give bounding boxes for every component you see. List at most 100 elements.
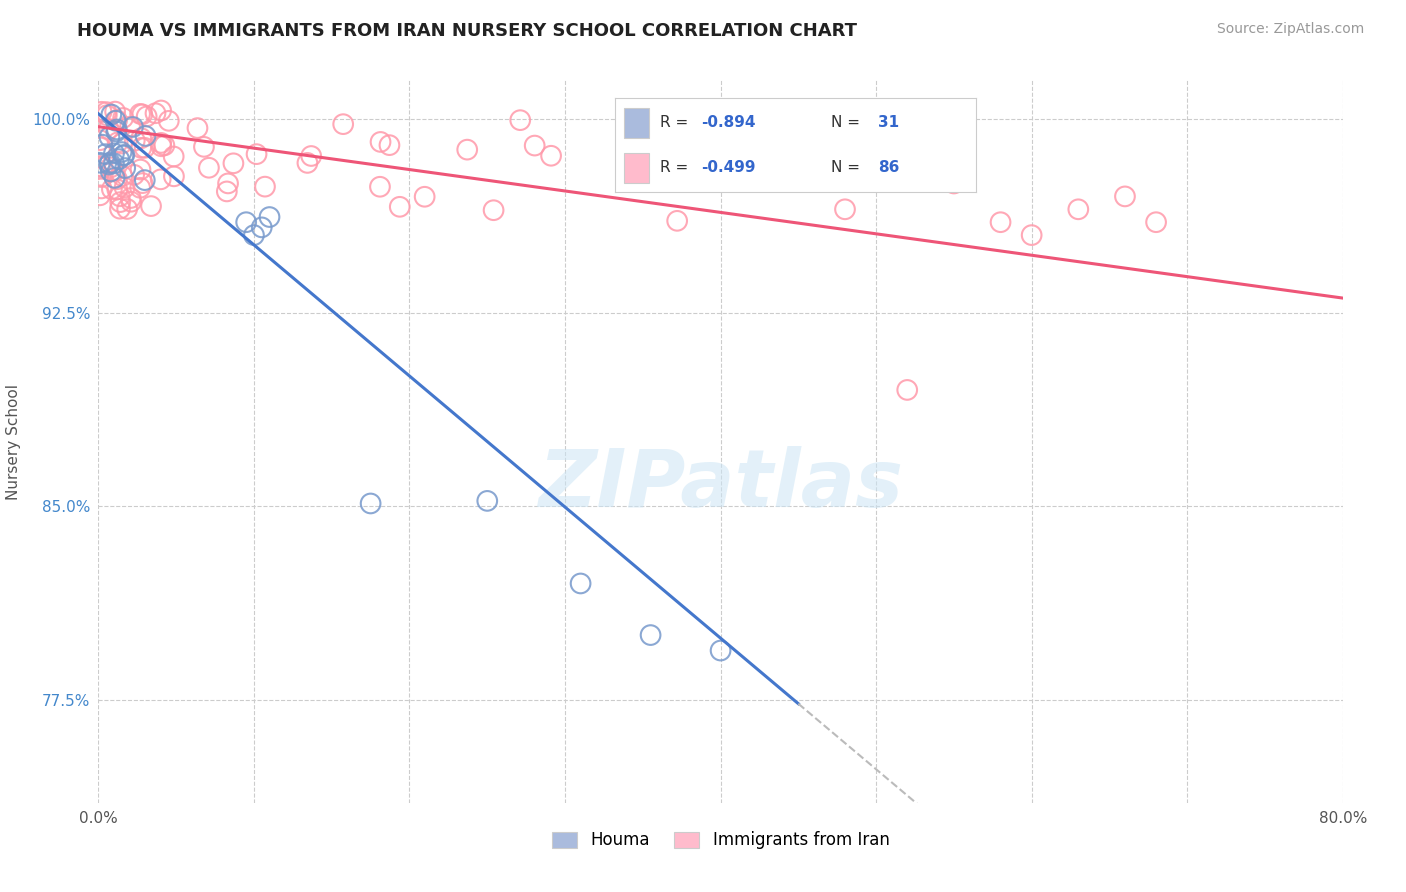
Point	[834, 202, 856, 217]
Point	[100, 161, 122, 175]
Point	[103, 146, 125, 161]
Point	[157, 113, 180, 128]
Point	[1067, 202, 1090, 217]
Point	[103, 163, 125, 178]
Point	[222, 156, 245, 170]
Point	[89, 159, 111, 173]
Point	[523, 138, 546, 153]
Point	[710, 643, 733, 657]
Point	[110, 195, 132, 210]
Text: Source: ZipAtlas.com: Source: ZipAtlas.com	[1216, 22, 1364, 37]
Point	[139, 199, 162, 213]
Point	[94, 147, 117, 161]
Point	[90, 104, 112, 119]
Point	[115, 202, 138, 216]
Point	[149, 172, 172, 186]
Point	[124, 134, 146, 148]
Point	[90, 170, 112, 185]
Point	[235, 215, 257, 229]
Point	[90, 181, 112, 195]
Point	[105, 172, 128, 186]
Point	[150, 139, 173, 153]
Point	[299, 149, 322, 163]
Point	[105, 113, 128, 128]
Point	[150, 136, 173, 150]
Point	[145, 106, 167, 120]
Point	[135, 109, 157, 123]
Point	[108, 189, 131, 203]
Point	[378, 138, 401, 153]
Point	[509, 113, 531, 128]
Point	[89, 140, 111, 154]
Point	[186, 121, 208, 136]
Point	[91, 137, 114, 152]
Point	[98, 130, 121, 145]
Point	[482, 203, 505, 218]
Point	[456, 143, 478, 157]
Point	[1144, 215, 1167, 229]
Point	[131, 107, 153, 121]
Point	[163, 149, 186, 163]
Point	[105, 124, 128, 138]
Point	[100, 107, 122, 121]
Point	[89, 188, 111, 202]
Point	[540, 149, 562, 163]
Point	[131, 176, 153, 190]
Point	[243, 228, 266, 243]
Point	[990, 215, 1012, 229]
Point	[107, 136, 129, 150]
Point	[120, 191, 142, 205]
Point	[89, 155, 111, 169]
Point	[217, 177, 239, 191]
Point	[332, 117, 354, 131]
Y-axis label: Nursery School: Nursery School	[6, 384, 21, 500]
Point	[647, 152, 669, 166]
Point	[1021, 228, 1043, 243]
Point	[741, 151, 763, 165]
Point	[215, 185, 238, 199]
Point	[100, 164, 122, 178]
Point	[259, 210, 281, 224]
Point	[122, 120, 145, 134]
Point	[104, 113, 127, 128]
Point	[111, 169, 134, 183]
Point	[91, 161, 114, 175]
Point	[120, 120, 142, 134]
Text: ZIPatlas: ZIPatlas	[538, 446, 903, 524]
Point	[111, 136, 134, 151]
Point	[101, 182, 124, 196]
Point	[129, 162, 152, 177]
Point	[129, 131, 152, 145]
Point	[105, 122, 128, 136]
Point	[297, 156, 319, 170]
Point	[112, 148, 135, 162]
Point	[477, 494, 499, 508]
Point	[108, 152, 131, 166]
Point	[942, 177, 965, 191]
Point	[388, 200, 411, 214]
Point	[103, 156, 125, 170]
Point	[129, 181, 152, 195]
Point	[693, 152, 716, 166]
Point	[666, 214, 689, 228]
Point	[370, 135, 392, 149]
Point	[569, 576, 592, 591]
Point	[105, 182, 128, 196]
Point	[110, 145, 132, 159]
Point	[150, 103, 173, 118]
Point	[98, 157, 121, 171]
Point	[120, 194, 142, 209]
Point	[135, 128, 157, 143]
Point	[896, 383, 918, 397]
Point	[104, 104, 127, 119]
Point	[250, 220, 273, 235]
Point	[153, 138, 176, 153]
Point	[122, 168, 145, 182]
Point	[96, 105, 118, 120]
Point	[112, 111, 135, 125]
Point	[114, 161, 136, 175]
Point	[112, 148, 135, 162]
Point	[368, 179, 391, 194]
Point	[97, 122, 120, 136]
Point	[134, 141, 156, 155]
